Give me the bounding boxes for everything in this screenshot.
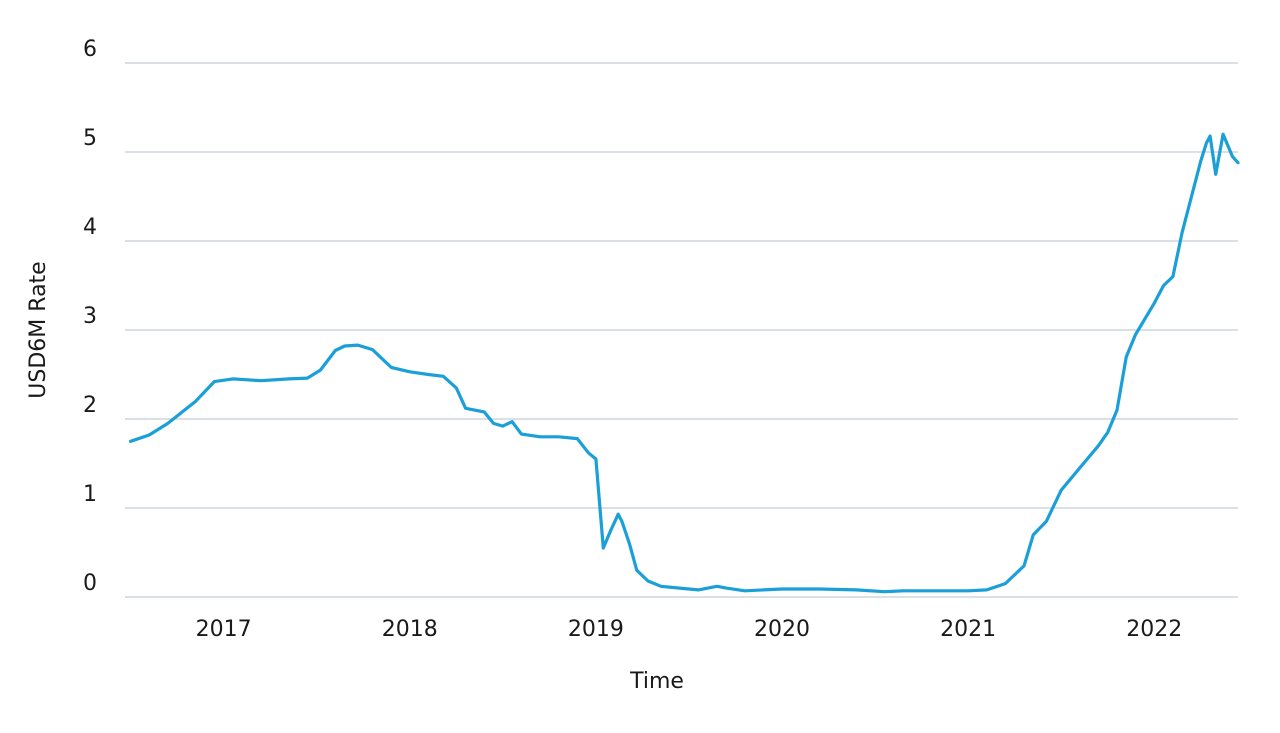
x-tick-label: 2018 <box>382 617 438 642</box>
series-group <box>129 132 1240 594</box>
y-tick-label: 2 <box>83 393 97 418</box>
x-axis-label: Time <box>629 669 684 694</box>
x-tick-labels: 2017 2018 2019 2020 2021 2022 <box>196 617 1183 642</box>
series-line-0 <box>129 132 1240 594</box>
y-tick-labels: 0 1 2 3 4 5 6 <box>83 37 97 596</box>
y-tick-label: 3 <box>83 304 97 329</box>
x-tick-label: 2022 <box>1126 617 1182 642</box>
x-tick-label: 2020 <box>754 617 810 642</box>
x-tick-label: 2017 <box>196 617 252 642</box>
y-tick-label: 0 <box>83 571 97 596</box>
y-tick-label: 6 <box>83 37 97 62</box>
y-axis-label: USD6M Rate <box>26 261 51 398</box>
y-tick-label: 5 <box>83 126 97 151</box>
y-tick-label: 1 <box>83 482 97 507</box>
gridlines <box>125 62 1238 598</box>
x-tick-label: 2019 <box>568 617 624 642</box>
y-tick-label: 4 <box>83 215 97 240</box>
x-tick-label: 2021 <box>940 617 996 642</box>
